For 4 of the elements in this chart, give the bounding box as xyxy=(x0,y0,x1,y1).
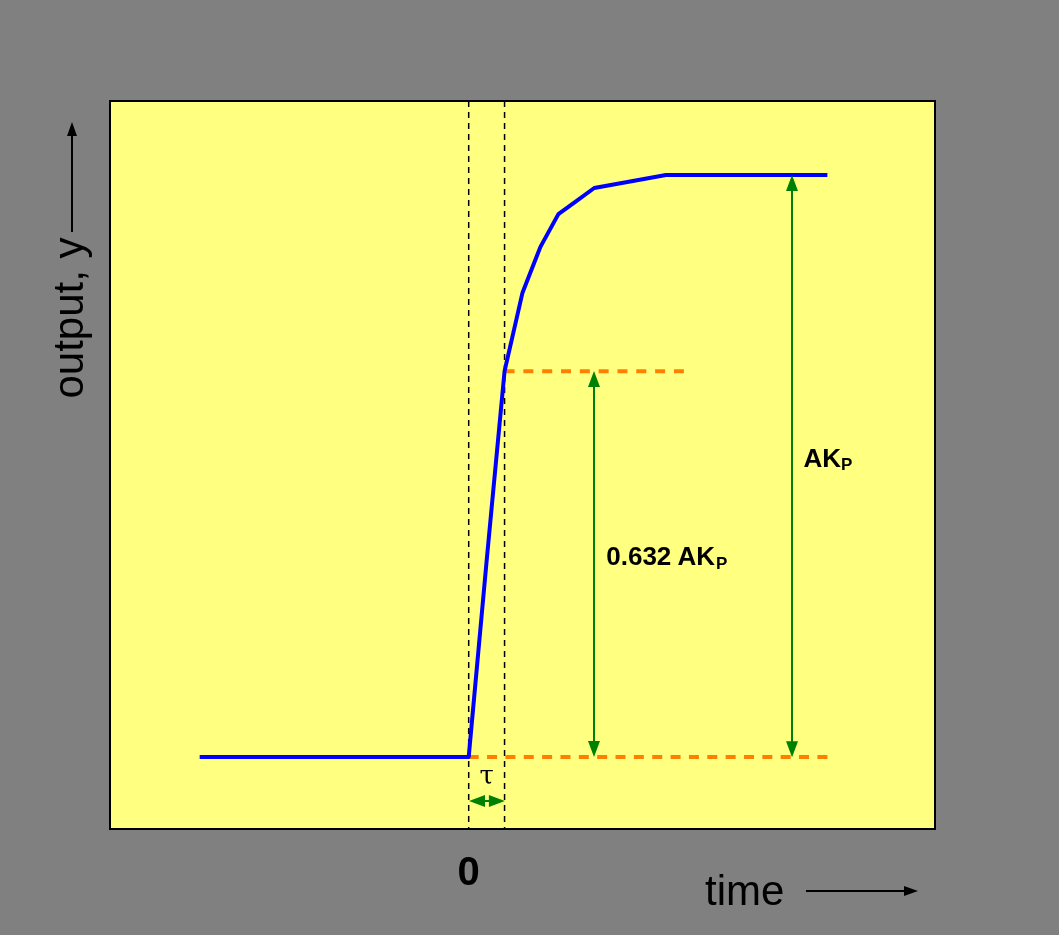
text: 0 xyxy=(457,849,480,893)
x-axis-title: time xyxy=(705,866,785,914)
annotation: τ xyxy=(479,760,494,791)
y-axis-title: output, y xyxy=(44,237,92,399)
